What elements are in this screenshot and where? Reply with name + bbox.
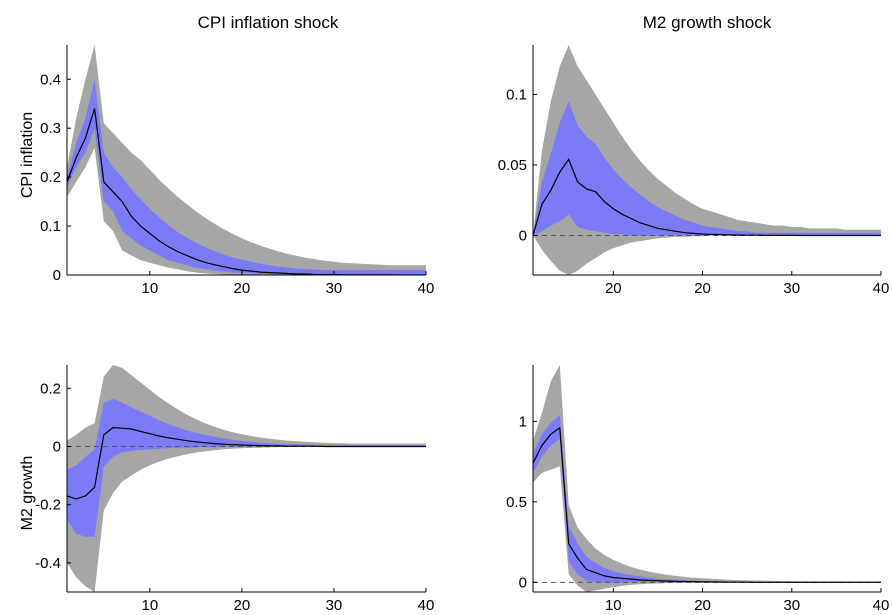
y-tick-label: 0 xyxy=(519,574,527,591)
y-tick-label: 0.4 xyxy=(40,71,61,88)
y-tick-label: 0 xyxy=(53,267,61,284)
inner-confidence-band xyxy=(533,415,881,583)
panel-4: 10 20 30 40 0 0.5 1 xyxy=(506,365,889,614)
y-tick-label: 1 xyxy=(519,413,527,430)
y-tick-label: -0.4 xyxy=(35,555,61,572)
outer-confidence-band xyxy=(67,45,426,275)
x-tick-label: 20 xyxy=(234,597,251,614)
x-tick-label: 20 xyxy=(234,280,251,297)
x-tick-label: 30 xyxy=(783,280,800,297)
y-tick-label: 0.5 xyxy=(506,494,527,511)
y-tick-label: 0.1 xyxy=(506,86,527,103)
x-tick-label: 40 xyxy=(418,280,435,297)
x-tick-label: 10 xyxy=(605,597,622,614)
y-tick-label: 0 xyxy=(519,227,527,244)
panel-3: 10 20 30 40 -0.4 -0.2 0 0.2 xyxy=(35,365,434,614)
y-tick-label: 0.2 xyxy=(40,380,61,397)
x-tick-label: 30 xyxy=(326,597,343,614)
x-tick-label: 30 xyxy=(326,280,343,297)
outer-confidence-band xyxy=(67,365,426,592)
x-tick-label: 10 xyxy=(142,597,159,614)
panel-1: 10 20 30 40 0 0.1 0.2 0.3 0.4 xyxy=(40,45,434,297)
y-tick-label: 0.1 xyxy=(40,218,61,235)
y-tick-label: 0 xyxy=(53,438,61,455)
x-tick-label: 40 xyxy=(418,597,435,614)
x-tick-label: 20 xyxy=(694,597,711,614)
y-tick-label: 0.05 xyxy=(498,157,527,174)
x-tick-label: 40 xyxy=(873,280,890,297)
panel-2: 20 20 30 40 0 0.05 0.1 xyxy=(498,45,890,297)
x-tick-label: 30 xyxy=(783,597,800,614)
x-tick-label: 20 xyxy=(694,280,711,297)
x-tick-label: 10 xyxy=(142,280,159,297)
y-tick-label: 0.2 xyxy=(40,169,61,186)
y-tick-label: 0.3 xyxy=(40,120,61,137)
y-tick-label: -0.2 xyxy=(35,497,61,514)
x-tick-label: 40 xyxy=(873,597,890,614)
x-tick-label: 20 xyxy=(605,280,622,297)
